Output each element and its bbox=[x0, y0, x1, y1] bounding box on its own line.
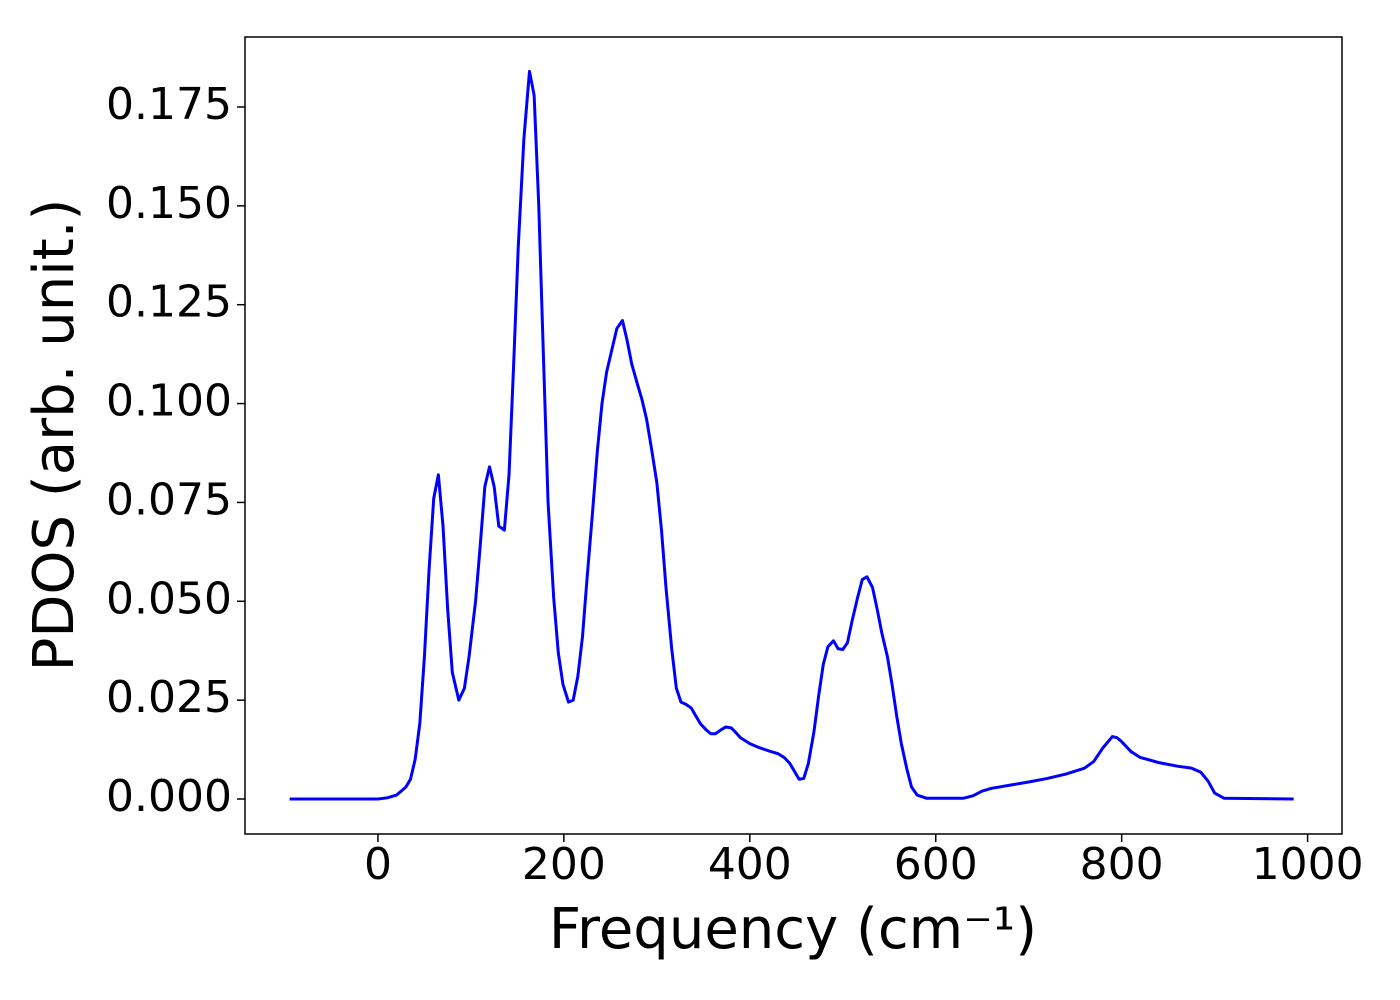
y-tick-label: 0.125 bbox=[106, 277, 232, 328]
x-tick-label: 400 bbox=[708, 839, 792, 890]
x-tick-label: 600 bbox=[894, 839, 978, 890]
y-axis-label: PDOS (arb. unit.) bbox=[22, 199, 87, 672]
x-tick-label: 200 bbox=[522, 839, 606, 890]
x-axis-label: Frequency (cm⁻¹) bbox=[549, 897, 1037, 962]
plot-frame bbox=[244, 36, 1343, 835]
data-line bbox=[289, 69, 1294, 801]
x-tick-label: 800 bbox=[1080, 839, 1164, 890]
y-tick-label: 0.000 bbox=[106, 771, 232, 822]
y-tick-label: 0.025 bbox=[106, 672, 232, 723]
x-tick-label: 0 bbox=[364, 839, 392, 890]
y-tick-label: 0.050 bbox=[106, 573, 232, 624]
y-tick-label: 0.100 bbox=[106, 376, 232, 427]
x-tick-label: 1000 bbox=[1252, 839, 1364, 890]
y-tick-label: 0.075 bbox=[106, 474, 232, 525]
y-tick-label: 0.175 bbox=[106, 79, 232, 130]
y-tick-label: 0.150 bbox=[106, 178, 232, 229]
